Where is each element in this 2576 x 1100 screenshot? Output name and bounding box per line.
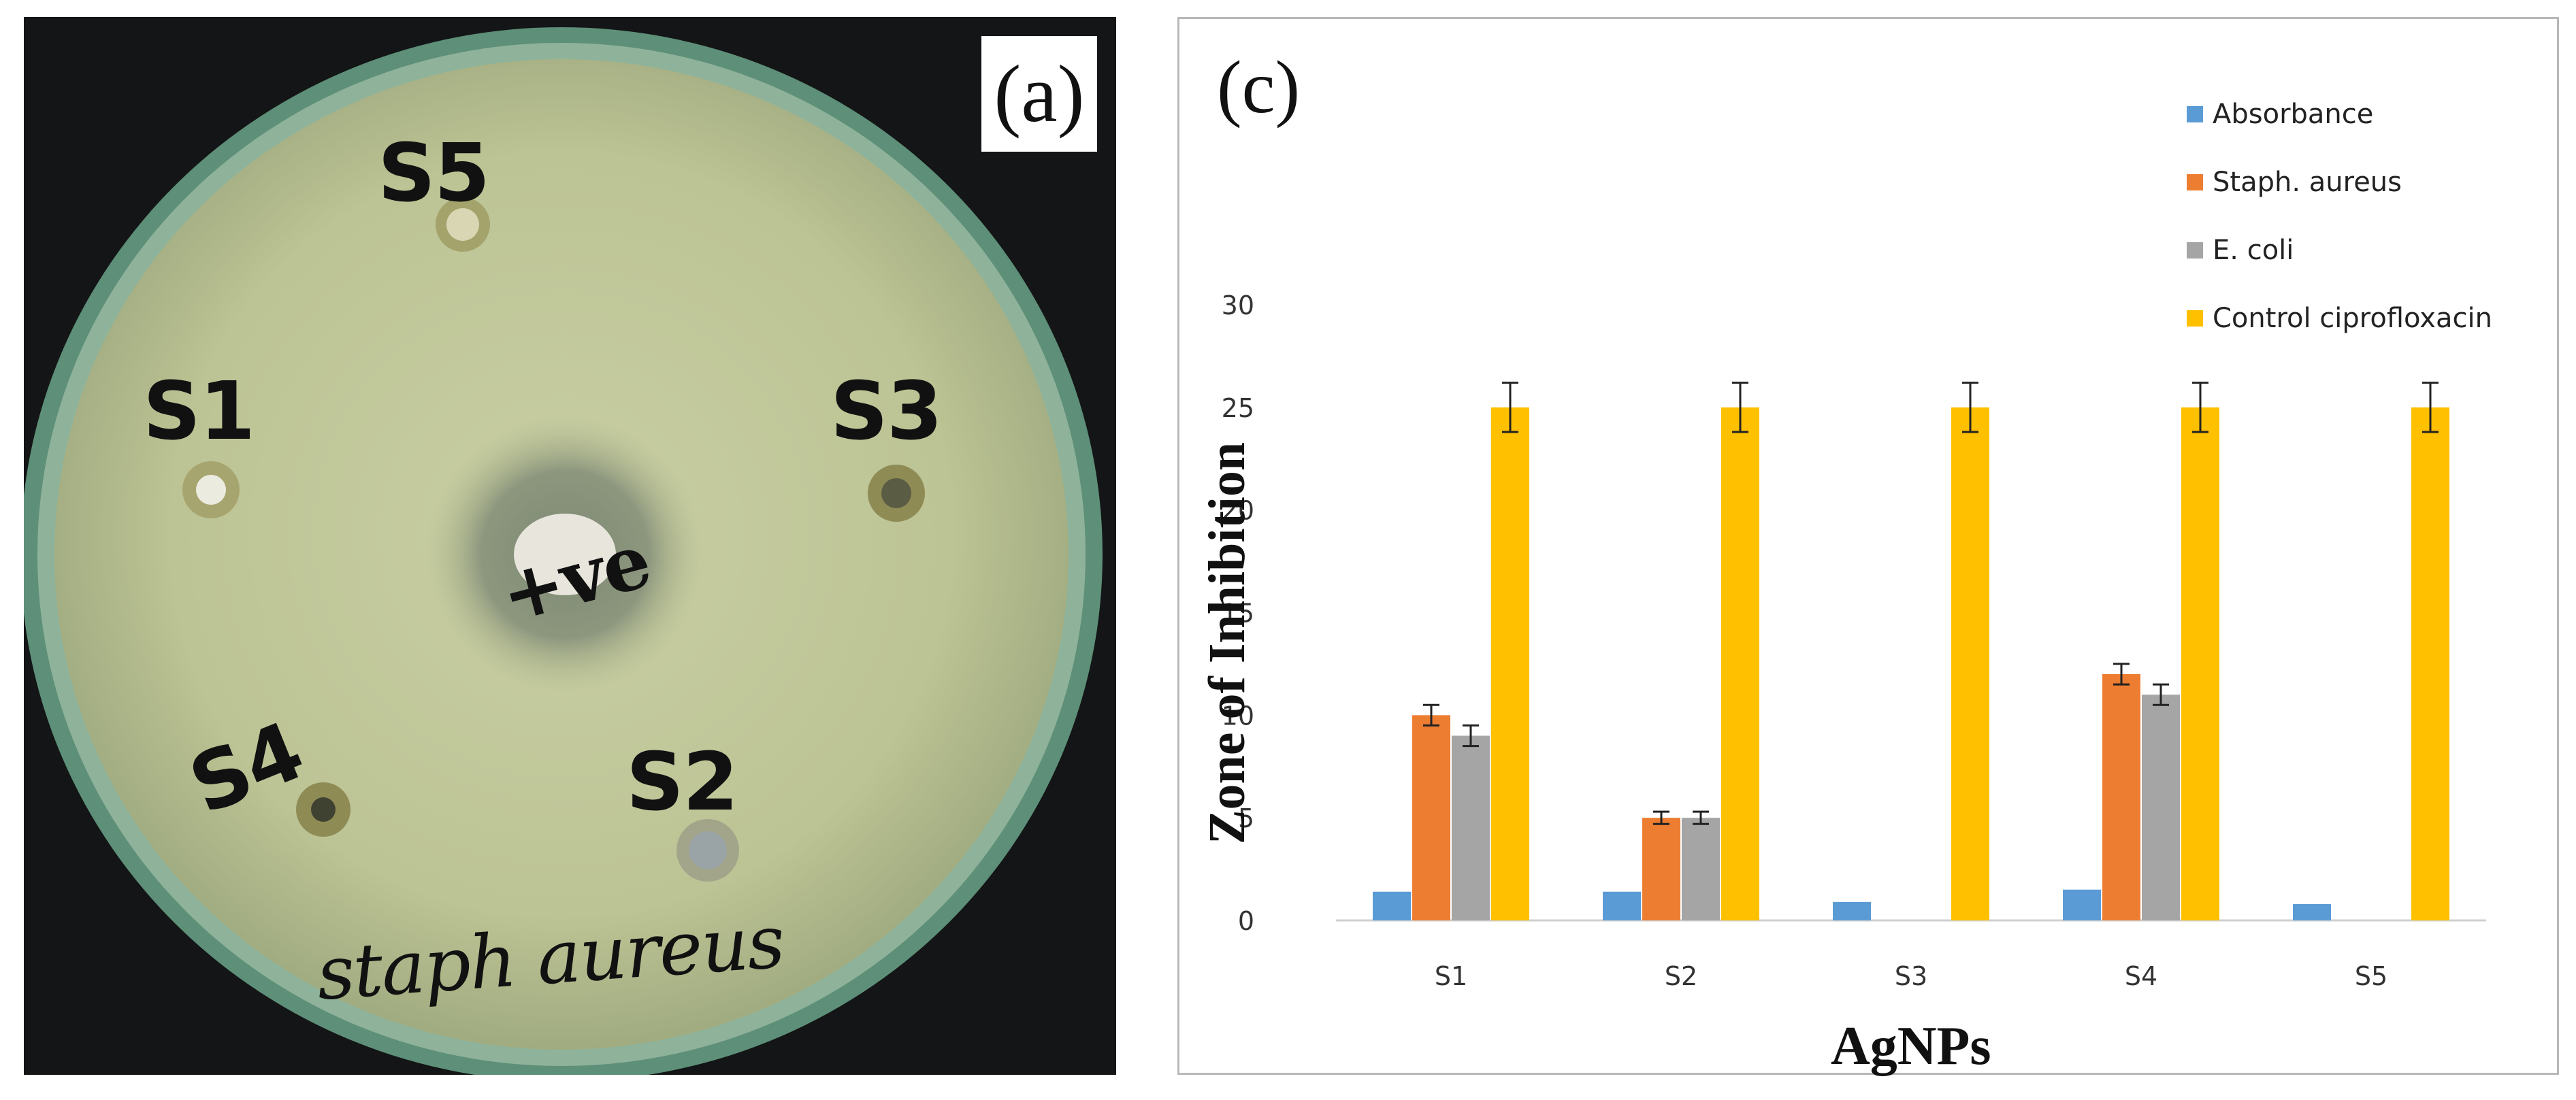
chart-legend: Absorbance Staph. aureus E. coli Control… <box>2187 80 2492 352</box>
y-tick-label: 5 <box>1238 803 1254 833</box>
bar <box>2293 903 2331 920</box>
legend-swatch-e-coli <box>2187 242 2203 259</box>
y-tick-label: 0 <box>1238 906 1254 936</box>
positive-control-well <box>514 514 616 595</box>
bar <box>1603 891 1641 920</box>
bar <box>1373 891 1411 920</box>
legend-item-staph-aureus: Staph. aureus <box>2187 148 2492 216</box>
y-tick-label: 30 <box>1222 290 1254 320</box>
x-tick-label: S5 <box>2355 961 2387 991</box>
legend-swatch-absorbance <box>2187 106 2203 122</box>
legend-item-control-ciprofloxacin: Control ciprofloxacin <box>2187 284 2492 352</box>
legend-label-absorbance: Absorbance <box>2213 99 2374 130</box>
bar-chart-plot: 0 5 10 15 20 25 30 S1 S2 S3 S4 S5 <box>1222 290 2486 991</box>
bar <box>2142 695 2180 920</box>
legend-item-absorbance: Absorbance <box>2187 80 2492 148</box>
zone-of-inhibition-chart-panel: (c) Absorbance Staph. aureus E. coli Con… <box>1177 17 2559 1076</box>
bar <box>2411 407 2449 920</box>
x-tick-label: S1 <box>1435 961 1467 991</box>
x-tick-label: S3 <box>1895 961 1927 991</box>
bar <box>1642 818 1680 920</box>
legend-item-e-coli: E. coli <box>2187 216 2492 284</box>
y-tick-label: 20 <box>1222 496 1254 526</box>
legend-label-control-ciprofloxacin: Control ciprofloxacin <box>2213 303 2492 334</box>
y-tick-label: 10 <box>1222 701 1254 731</box>
panel-a-label: (a) <box>981 36 1097 152</box>
petri-dish-photo-panel: S5 S1 S3 S4 S2 +ve staph aureus (a) <box>24 17 1116 1075</box>
bar <box>1491 407 1529 920</box>
x-axis-title: AgNPs <box>1831 1016 1991 1076</box>
legend-swatch-staph-aureus <box>2187 174 2203 190</box>
bar <box>2181 407 2219 920</box>
x-tick-label: S2 <box>1665 961 1697 991</box>
bar <box>2102 674 2140 920</box>
well-label-s3: S3 <box>830 364 943 458</box>
bar <box>1452 735 1490 920</box>
y-tick-label: 25 <box>1222 393 1254 423</box>
panel-c-label: (c) <box>1217 46 1301 129</box>
well-s5 <box>436 197 490 252</box>
x-tick-label: S4 <box>2125 961 2157 991</box>
well-s1 <box>182 461 240 518</box>
bar <box>1412 715 1450 920</box>
legend-label-staph-aureus: Staph. aureus <box>2213 167 2402 198</box>
bar <box>2063 889 2101 920</box>
well-s3 <box>868 465 925 522</box>
bar <box>1833 901 1871 920</box>
well-label-s1: S1 <box>143 364 255 458</box>
legend-label-e-coli: E. coli <box>2213 235 2294 266</box>
petri-dish-graphic <box>24 27 1103 1075</box>
well-s4 <box>296 782 350 837</box>
y-tick-label: 15 <box>1222 599 1254 629</box>
well-label-s2: S2 <box>626 735 738 829</box>
well-s2 <box>676 819 739 882</box>
bar <box>1721 407 1759 920</box>
bar <box>1682 818 1720 920</box>
well-label-s5: S5 <box>378 126 490 220</box>
legend-swatch-control-ciprofloxacin <box>2187 310 2203 327</box>
bar <box>1951 407 1989 920</box>
y-axis-title: Zone of Inhibition <box>1198 441 1256 845</box>
